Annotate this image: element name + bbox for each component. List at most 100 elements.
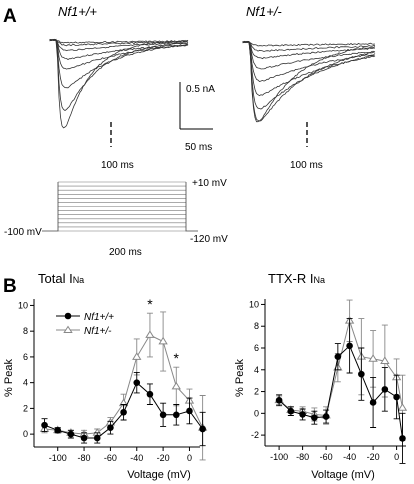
- x-tick-label: -60: [320, 452, 333, 462]
- x-tick-label: -40: [343, 452, 356, 462]
- x-tick-label: -100: [49, 453, 67, 463]
- data-point: [287, 407, 295, 415]
- data-point: [275, 396, 283, 404]
- x-tick-label: 0: [187, 453, 192, 463]
- current-trace: [49, 38, 189, 89]
- data-point: [346, 342, 353, 350]
- data-point: [299, 411, 306, 418]
- data-point: [199, 425, 206, 433]
- data-point: [132, 352, 142, 360]
- x-tick-label: -100: [270, 452, 288, 462]
- current-trace: [242, 41, 376, 52]
- data-point: [311, 414, 318, 421]
- data-point: [322, 413, 330, 420]
- current-trace: [242, 40, 375, 60]
- current-trace: [49, 38, 189, 60]
- current-trace: [49, 38, 189, 47]
- y-tick-label: 0: [254, 408, 259, 418]
- current-trace: [49, 38, 189, 129]
- chart-right-ylabel: % Peak: [234, 359, 246, 397]
- data-point: [399, 435, 406, 442]
- y-tick-label: 8: [23, 326, 28, 336]
- protocol-top-label: +10 mV: [192, 178, 227, 189]
- data-point: [393, 393, 400, 401]
- data-point: [54, 426, 62, 434]
- voltage-protocol: [42, 181, 198, 232]
- data-point: [358, 370, 365, 378]
- data-point: [171, 381, 181, 390]
- data-point: [133, 379, 141, 386]
- scale-bar-time-label: 50 ms: [185, 142, 212, 153]
- y-tick-label: 8: [254, 321, 259, 331]
- panel-a-letter: A: [3, 6, 17, 27]
- data-point: [334, 353, 342, 361]
- current-trace: [242, 40, 376, 97]
- genotype-right-label: Nf1+/-: [246, 4, 282, 19]
- genotype-left-label: Nf1+/+: [58, 4, 97, 19]
- current-trace: [49, 38, 189, 70]
- legend: [56, 312, 80, 333]
- current-trace: [242, 40, 376, 47]
- data-point: [159, 411, 167, 419]
- current-trace: [242, 40, 376, 122]
- y-tick-label: 4: [23, 378, 28, 388]
- x-tick-label: 0: [394, 452, 399, 462]
- chart-total-ina: 0 2 4 6 8 10 -100 -80 -60 -40 -20 0 * *: [18, 296, 208, 463]
- x-tick-label: -40: [130, 453, 143, 463]
- data-point: [397, 403, 408, 411]
- significance-star: *: [147, 296, 153, 312]
- panel-b-letter: B: [3, 276, 17, 297]
- y-tick-label: -2: [251, 430, 259, 440]
- data-point: [41, 421, 48, 429]
- data-point: [158, 336, 168, 345]
- y-tick-label: 10: [249, 299, 259, 309]
- protocol-bottom-label: -120 mV: [190, 234, 228, 245]
- protocol-outline: [42, 182, 198, 232]
- data-point: [145, 330, 155, 338]
- legend-marker-wildtype: [64, 312, 72, 320]
- legend-label-heterozygous: Nf1+/-: [84, 326, 112, 337]
- y-tick-label: 2: [23, 403, 28, 413]
- data-point: [93, 434, 101, 442]
- y-tick-label: 4: [254, 365, 259, 375]
- y-tick-label: 6: [254, 343, 259, 353]
- y-tick-label: 0: [23, 429, 28, 439]
- data-point: [146, 390, 154, 398]
- data-point: [67, 430, 75, 438]
- chart-right-xlabel: Voltage (mV): [311, 469, 375, 481]
- x-tick-label: -80: [78, 453, 91, 463]
- data-point: [186, 407, 193, 415]
- significance-star: *: [174, 350, 180, 366]
- data-point: [107, 424, 114, 431]
- chart-left-ylabel: % Peak: [3, 359, 15, 397]
- data-point: [381, 386, 389, 393]
- legend-label-wildtype: Nf1+/+: [84, 312, 114, 323]
- y-tick-label: 10: [18, 300, 28, 310]
- data-point: [380, 356, 390, 364]
- current-traces-heterozygous: [242, 40, 376, 123]
- scale-bar-current-label: 0.5 nA: [186, 84, 215, 95]
- current-trace: [49, 39, 189, 44]
- data-point: [172, 411, 180, 419]
- y-tick-label: 6: [23, 352, 28, 362]
- current-trace: [49, 39, 189, 52]
- data-point: [368, 354, 378, 362]
- legend-marker-heterozygous: [63, 325, 73, 333]
- x-tick-label: -20: [157, 453, 170, 463]
- x-tick-label: -20: [367, 452, 380, 462]
- y-tick-label: 2: [254, 387, 259, 397]
- current-trace: [242, 41, 376, 82]
- time-marker-left-label: 100 ms: [101, 160, 134, 171]
- scale-bar: [179, 82, 213, 130]
- protocol-duration-label: 200 ms: [109, 247, 142, 258]
- protocol-holding-label: -100 mV: [4, 227, 42, 238]
- current-trace: [242, 41, 376, 70]
- x-tick-label: -80: [296, 452, 309, 462]
- x-tick-label: -60: [104, 453, 117, 463]
- chart-right-title: TTX-R INa: [268, 271, 325, 286]
- time-marker-right-label: 100 ms: [290, 160, 323, 171]
- current-trace: [49, 38, 189, 111]
- current-traces-wildtype: [49, 38, 189, 129]
